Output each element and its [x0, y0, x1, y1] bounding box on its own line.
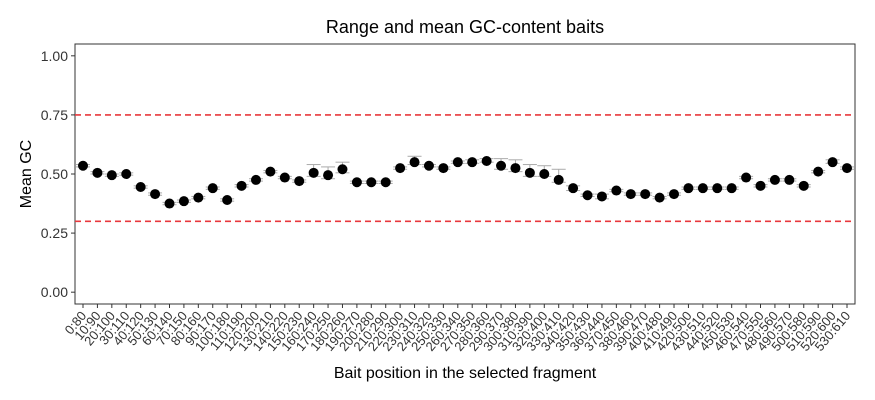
data-point: [697, 183, 708, 194]
data-points: [78, 156, 852, 209]
y-tick-label: 0.25: [41, 225, 68, 241]
data-point: [669, 189, 680, 200]
data-point: [798, 180, 809, 191]
data-point: [496, 160, 507, 171]
data-point: [741, 172, 752, 183]
y-tick-label: 0.75: [41, 107, 68, 123]
data-point: [395, 163, 406, 174]
data-point: [164, 198, 175, 209]
y-tick-label: 1.00: [41, 48, 68, 64]
data-point: [323, 170, 334, 181]
data-point: [438, 163, 449, 174]
data-point: [366, 177, 377, 188]
data-point: [611, 185, 622, 196]
data-point: [539, 169, 550, 179]
data-point: [553, 174, 564, 185]
data-point: [308, 167, 319, 178]
data-point: [769, 174, 780, 185]
data-point: [423, 160, 434, 171]
data-point: [827, 157, 838, 168]
data-point: [481, 156, 492, 166]
data-point: [524, 167, 535, 178]
plot-panel: [74, 43, 856, 305]
data-point: [222, 195, 233, 205]
x-axis: 0:8010:9020:10030:11040:12050:13060:1407…: [62, 304, 853, 354]
data-point: [135, 182, 146, 192]
data-point: [150, 189, 161, 200]
data-point: [842, 163, 852, 174]
data-point: [121, 169, 132, 179]
data-point: [337, 164, 348, 175]
data-point: [813, 166, 824, 177]
reference-lines: [75, 114, 855, 223]
data-point: [568, 183, 579, 194]
data-point: [640, 189, 651, 200]
y-tick-label: 0.00: [41, 284, 68, 300]
data-point: [351, 177, 362, 188]
data-point: [726, 183, 737, 194]
y-tick-label: 0.50: [41, 166, 68, 182]
data-point: [596, 191, 607, 202]
data-point: [784, 174, 795, 185]
data-point: [265, 166, 276, 177]
data-point: [452, 157, 463, 168]
data-point: [582, 190, 593, 201]
data-point: [683, 183, 694, 194]
y-axis: 0.00 0.25 0.50 0.75 1.00: [41, 48, 75, 300]
data-point: [294, 176, 305, 187]
data-point: [712, 183, 723, 194]
data-point: [106, 170, 117, 181]
x-axis-title: Bait position in the selected fragment: [334, 365, 597, 382]
data-point: [279, 172, 290, 183]
y-axis-title: Mean GC: [18, 140, 35, 208]
data-point: [510, 163, 521, 174]
data-point: [625, 189, 636, 200]
data-point: [380, 177, 391, 188]
data-point: [654, 192, 665, 203]
data-point: [250, 174, 261, 185]
data-point: [193, 192, 204, 203]
data-point: [467, 157, 478, 168]
data-point: [755, 180, 766, 191]
data-point: [178, 196, 189, 207]
data-point: [409, 157, 420, 168]
data-point: [207, 183, 218, 194]
data-point: [78, 160, 88, 171]
data-point: [236, 180, 247, 191]
chart-title: Range and mean GC-content baits: [326, 17, 604, 37]
data-point: [92, 167, 103, 178]
